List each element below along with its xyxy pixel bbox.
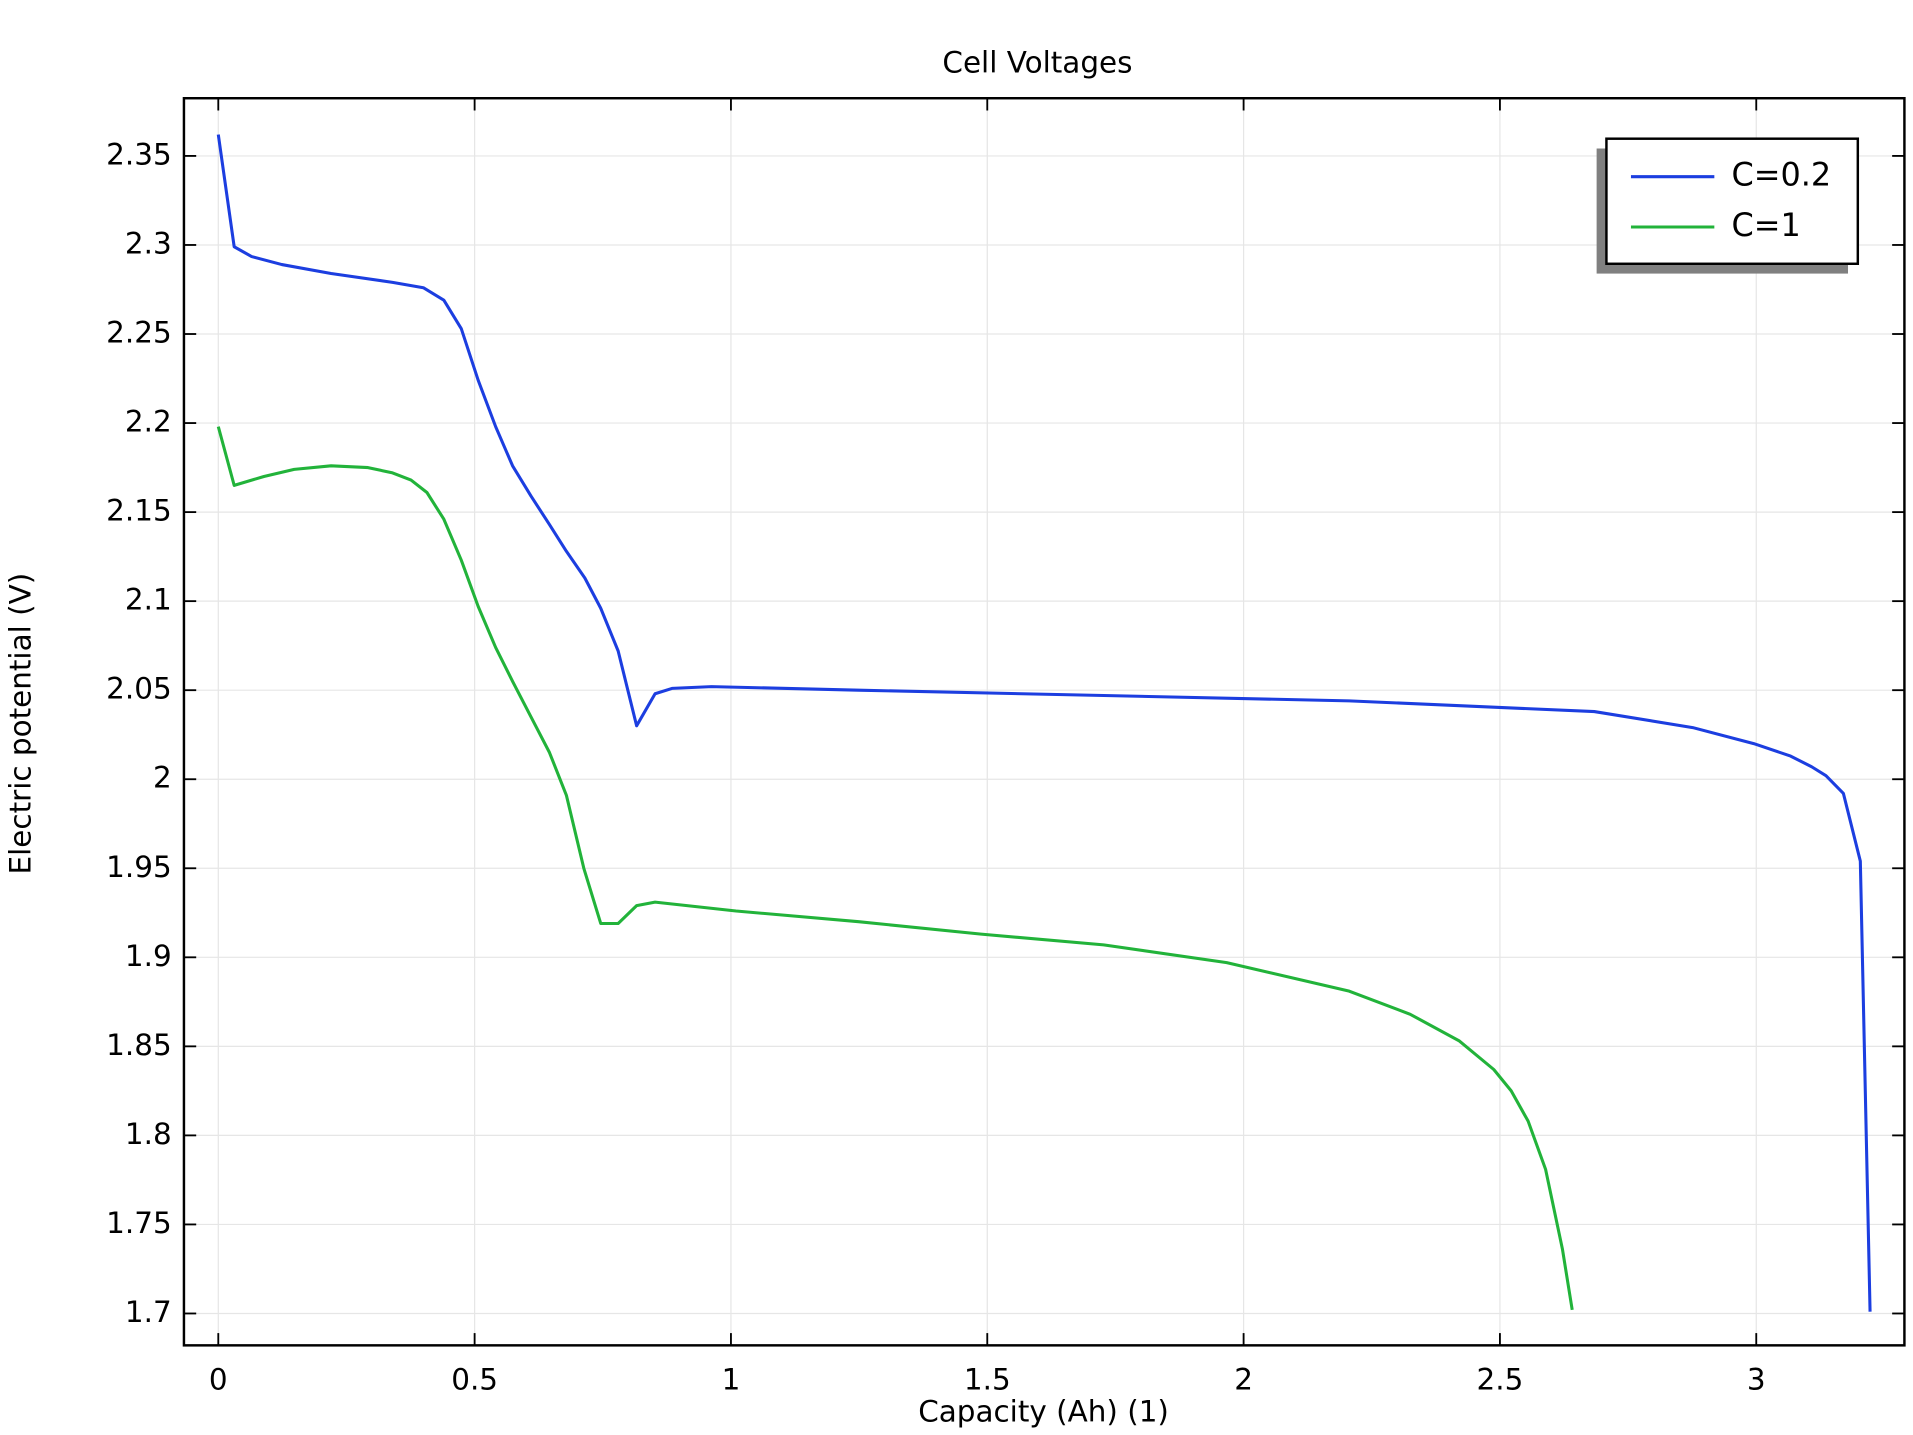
x-tick-label: 3	[1747, 1362, 1766, 1396]
y-tick-label: 2.35	[106, 137, 172, 171]
x-tick-label: 0.5	[451, 1362, 498, 1396]
x-tick-label: 2.5	[1477, 1362, 1524, 1396]
legend-label: C=1	[1732, 206, 1801, 244]
y-tick-label: 2.15	[106, 494, 172, 528]
x-axis-label: Capacity (Ah) (1)	[918, 1394, 1169, 1428]
x-tick-label: 0	[209, 1362, 228, 1396]
y-tick-label: 1.85	[106, 1028, 172, 1062]
y-tick-label: 2.1	[125, 583, 172, 617]
y-tick-label: 1.9	[125, 939, 172, 973]
series-line	[216, 426, 1574, 1311]
y-tick-label: 2.05	[106, 672, 172, 706]
plot-frame	[182, 97, 1906, 1347]
y-tick-label: 1.7	[125, 1295, 172, 1329]
y-tick-label: 1.95	[106, 850, 172, 884]
y-tick-label: 1.8	[125, 1117, 172, 1151]
x-tick-label: 1	[722, 1362, 741, 1396]
y-tick-label: 2.3	[125, 226, 172, 260]
y-tick-label: 1.75	[106, 1206, 172, 1240]
series-line	[216, 134, 1872, 1312]
y-tick-label: 2.2	[125, 405, 172, 439]
legend-box	[1605, 137, 1860, 266]
y-tick-label: 2	[153, 761, 172, 795]
y-axis-label: Electric potential (V)	[4, 573, 38, 875]
legend-label: C=0.2	[1732, 156, 1832, 194]
y-tick-label: 2.25	[106, 316, 172, 350]
x-tick-label: 1.5	[964, 1362, 1011, 1396]
chart-title: Cell Voltages	[942, 45, 1132, 79]
x-tick-label: 2	[1234, 1362, 1253, 1396]
